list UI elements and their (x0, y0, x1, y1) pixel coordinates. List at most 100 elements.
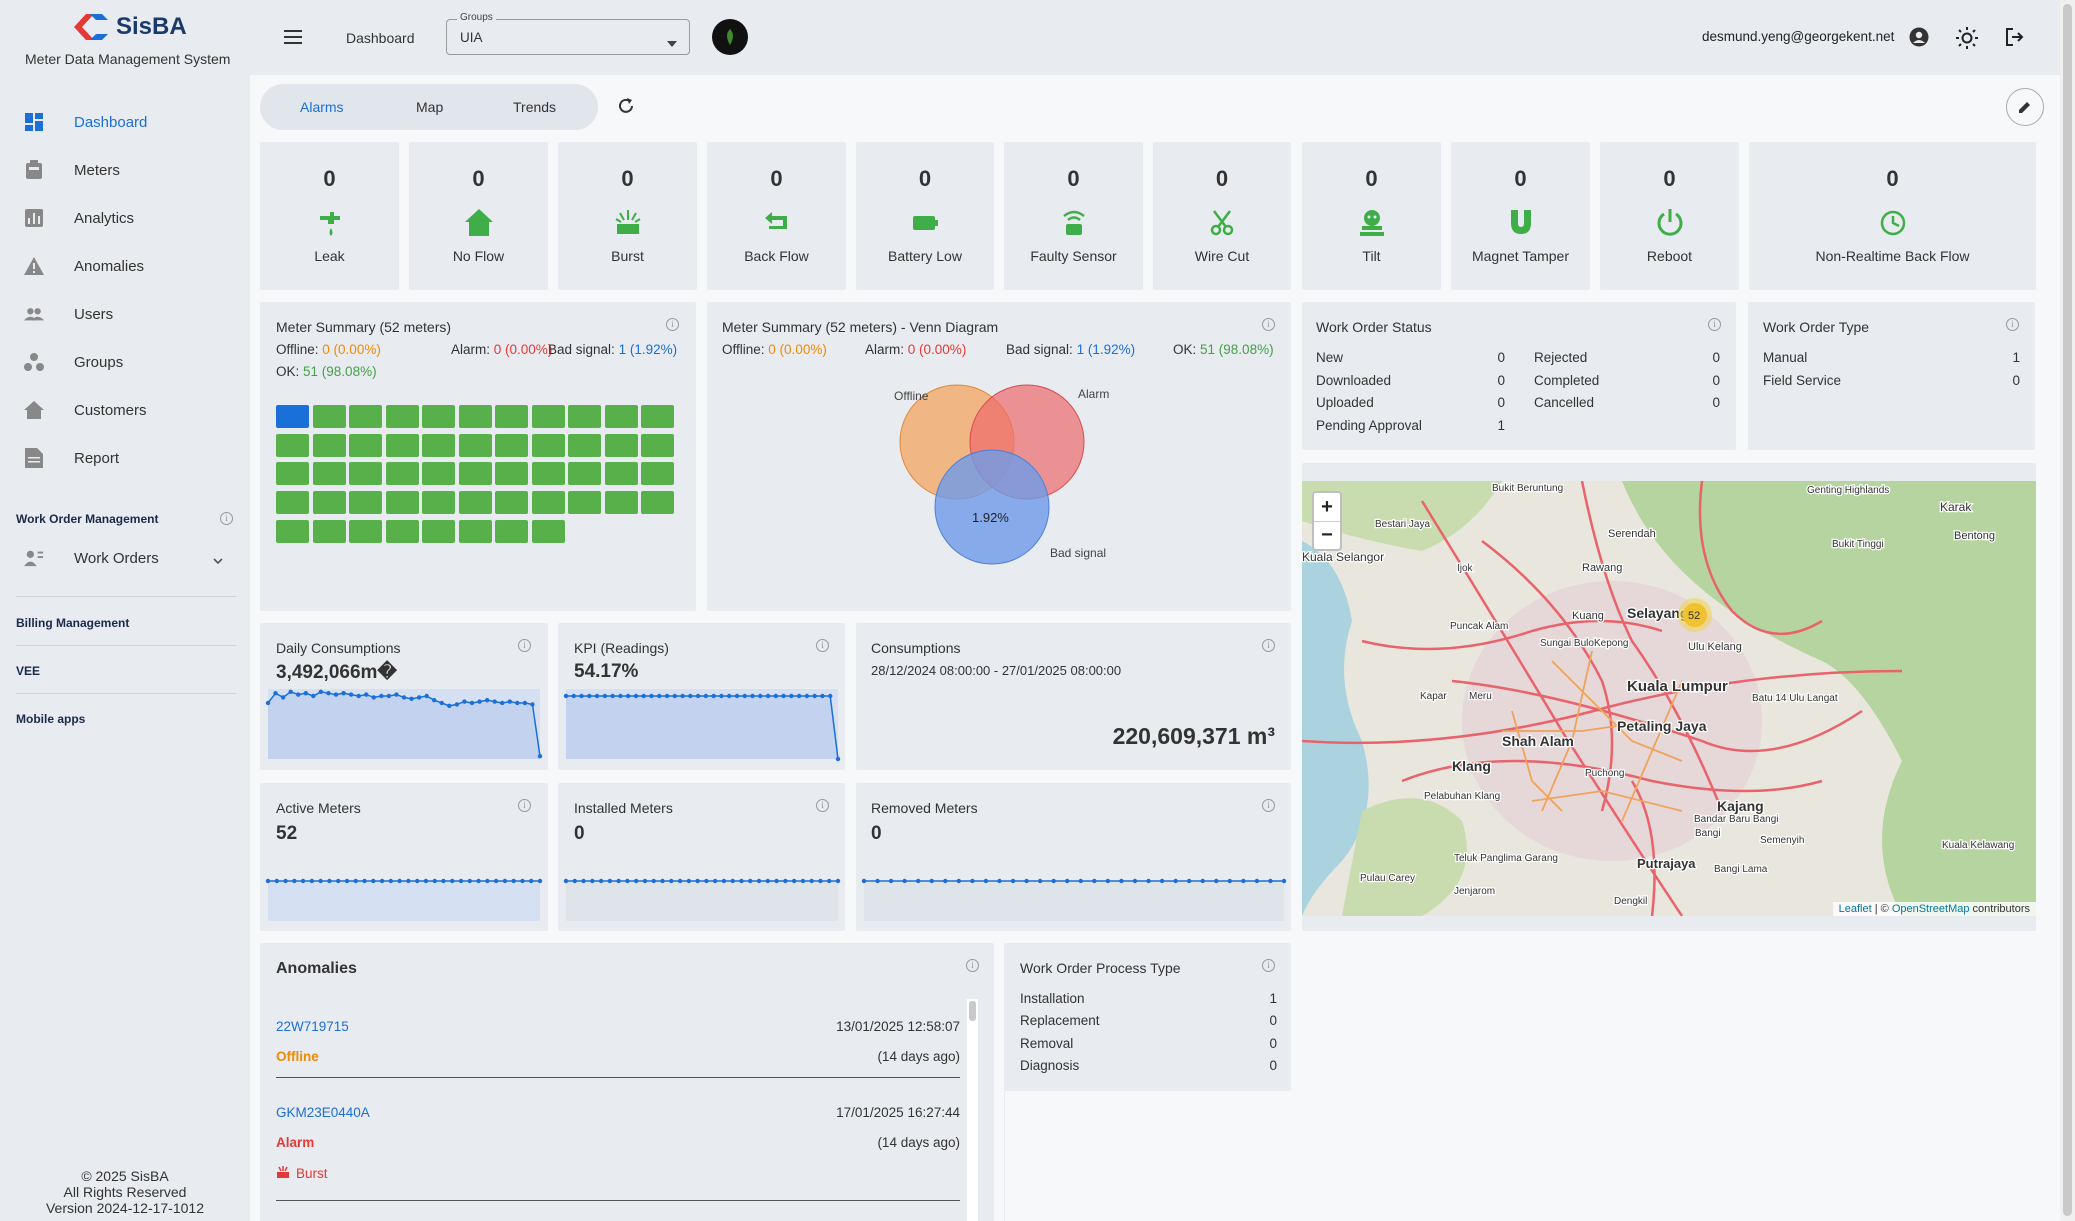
meter-status-cell[interactable] (276, 519, 309, 543)
groups-select[interactable]: Groups UIA (446, 12, 690, 55)
meter-status-cell[interactable] (276, 491, 309, 515)
meter-status-cell[interactable] (604, 462, 638, 486)
meter-status-cell[interactable] (458, 433, 492, 457)
account-icon[interactable] (1909, 27, 1929, 50)
theme-toggle-icon[interactable] (1956, 27, 1978, 52)
section-mobile-apps[interactable]: Mobile apps (16, 712, 86, 726)
info-icon[interactable]: i (1262, 959, 1275, 972)
meter-status-cell[interactable] (385, 462, 419, 486)
sidebar-item-dashboard[interactable]: Dashboard (0, 98, 250, 146)
meter-status-cell[interactable] (422, 519, 455, 543)
map-view[interactable]: Kuala Lumpur Petaling Jaya Shah Alam Klang S… (1302, 481, 2036, 916)
meter-status-cell[interactable] (458, 491, 492, 515)
meter-status-cell[interactable] (385, 491, 419, 515)
page-scrollbar[interactable] (2060, 0, 2075, 1221)
meter-status-cell[interactable] (641, 491, 674, 515)
meter-status-cell[interactable] (604, 491, 638, 515)
alarm-tile-faulty-sensor[interactable]: 0 Faulty Sensor (1004, 142, 1143, 290)
alarm-tile-reboot[interactable]: 0 Reboot (1600, 142, 1739, 290)
meter-status-cell[interactable] (276, 462, 309, 486)
meter-status-cell[interactable] (312, 462, 346, 486)
meter-status-cell[interactable] (385, 433, 419, 457)
meter-status-cell[interactable] (568, 462, 601, 486)
sidebar-item-report[interactable]: Report (0, 434, 250, 482)
meter-status-cell[interactable] (349, 491, 382, 515)
menu-icon[interactable] (284, 30, 302, 47)
sidebar-item-analytics[interactable]: Analytics (0, 194, 250, 242)
meter-status-cell[interactable] (495, 405, 528, 428)
info-icon[interactable]: i (518, 639, 531, 652)
alarm-tile-non-realtime-back-flow[interactable]: 0 Non-Realtime Back Flow (1749, 142, 2036, 290)
edit-dashboard-button[interactable] (2006, 88, 2044, 126)
meter-status-cell[interactable] (458, 405, 492, 428)
meter-status-cell[interactable] (276, 433, 309, 457)
meter-status-cell[interactable] (531, 462, 565, 486)
anomaly-meter-link[interactable]: GKM23E0440A (276, 1105, 370, 1120)
meter-status-cell[interactable] (312, 491, 346, 515)
meter-status-cell[interactable] (349, 519, 382, 543)
meter-status-cell[interactable] (495, 433, 528, 457)
meter-status-cell[interactable] (458, 519, 492, 543)
refresh-icon[interactable] (617, 97, 635, 118)
meter-status-cell[interactable] (531, 519, 565, 543)
anomaly-item[interactable]: GKM23E0440A 17/01/2025 16:27:44 Alarm (14 d… (276, 1105, 960, 1191)
meter-status-cell[interactable] (312, 433, 346, 457)
info-icon[interactable]: i (1708, 318, 1721, 331)
meter-status-cell[interactable] (531, 405, 565, 428)
meter-status-cell[interactable] (604, 433, 638, 457)
meter-status-cell[interactable] (422, 433, 455, 457)
meter-status-cell[interactable] (422, 405, 455, 428)
meter-status-cell[interactable] (458, 462, 492, 486)
tab-alarms[interactable]: Alarms (300, 99, 344, 115)
zoom-in-button[interactable]: + (1314, 493, 1340, 522)
alarm-tile-tilt[interactable]: 0 Tilt (1302, 142, 1441, 290)
meter-status-cell[interactable] (531, 491, 565, 515)
meter-status-cell[interactable] (495, 519, 528, 543)
section-vee[interactable]: VEE (16, 664, 41, 678)
info-icon[interactable]: i (1262, 799, 1275, 812)
alarm-tile-battery-low[interactable]: 0 Battery Low (856, 142, 994, 290)
meter-status-cell[interactable] (422, 491, 455, 515)
alarm-tile-no-flow[interactable]: 0 No Flow (409, 142, 548, 290)
info-icon[interactable]: i (666, 318, 679, 331)
meter-status-cell[interactable] (641, 433, 674, 457)
meter-status-cell[interactable] (531, 433, 565, 457)
logout-icon[interactable] (2006, 28, 2024, 49)
alarm-tile-wire-cut[interactable]: 0 Wire Cut (1153, 142, 1291, 290)
group-avatar[interactable] (712, 19, 748, 55)
sidebar-item-customers[interactable]: Customers (0, 386, 250, 434)
info-icon[interactable]: i (816, 639, 829, 652)
meter-status-cell[interactable] (495, 491, 528, 515)
meter-status-cell[interactable] (349, 462, 382, 486)
meter-status-cell[interactable] (641, 405, 674, 428)
tab-map[interactable]: Map (416, 99, 444, 115)
alarm-tile-leak[interactable]: 0 Leak (260, 142, 399, 290)
meter-status-cell[interactable] (349, 433, 382, 457)
info-icon[interactable]: i (1262, 639, 1275, 652)
meter-status-cell[interactable] (385, 405, 419, 428)
meter-status-cell[interactable] (312, 405, 346, 428)
meter-status-cell[interactable] (349, 405, 382, 428)
info-icon[interactable]: i (1262, 318, 1275, 331)
alarm-tile-burst[interactable]: 0 Burst (558, 142, 697, 290)
anomaly-item[interactable]: 22W719715 13/01/2025 12:58:07 Offline (14 d… (276, 1019, 960, 1105)
sidebar-item-groups[interactable]: Groups (0, 338, 250, 386)
alarm-tile-back-flow[interactable]: 0 Back Flow (707, 142, 846, 290)
meter-status-cell[interactable] (276, 405, 309, 428)
info-icon[interactable]: i (816, 799, 829, 812)
info-icon[interactable]: i (966, 959, 979, 972)
meter-status-cell[interactable] (495, 462, 528, 486)
tab-trends[interactable]: Trends (513, 99, 557, 115)
sidebar-item-meters[interactable]: Meters (0, 146, 250, 194)
meter-status-cell[interactable] (422, 462, 455, 486)
info-icon[interactable]: i (518, 799, 531, 812)
meter-status-cell[interactable] (568, 405, 601, 428)
meter-status-cell[interactable] (312, 519, 346, 543)
anomalies-scrollbar[interactable] (967, 999, 978, 1221)
meter-status-cell[interactable] (641, 462, 674, 486)
meter-status-cell[interactable] (568, 433, 601, 457)
osm-link[interactable]: OpenStreetMap (1891, 903, 1970, 915)
sidebar-item-users[interactable]: Users (0, 290, 250, 338)
meter-status-cell[interactable] (385, 519, 419, 543)
leaflet-link[interactable]: Leaflet (1838, 903, 1872, 915)
